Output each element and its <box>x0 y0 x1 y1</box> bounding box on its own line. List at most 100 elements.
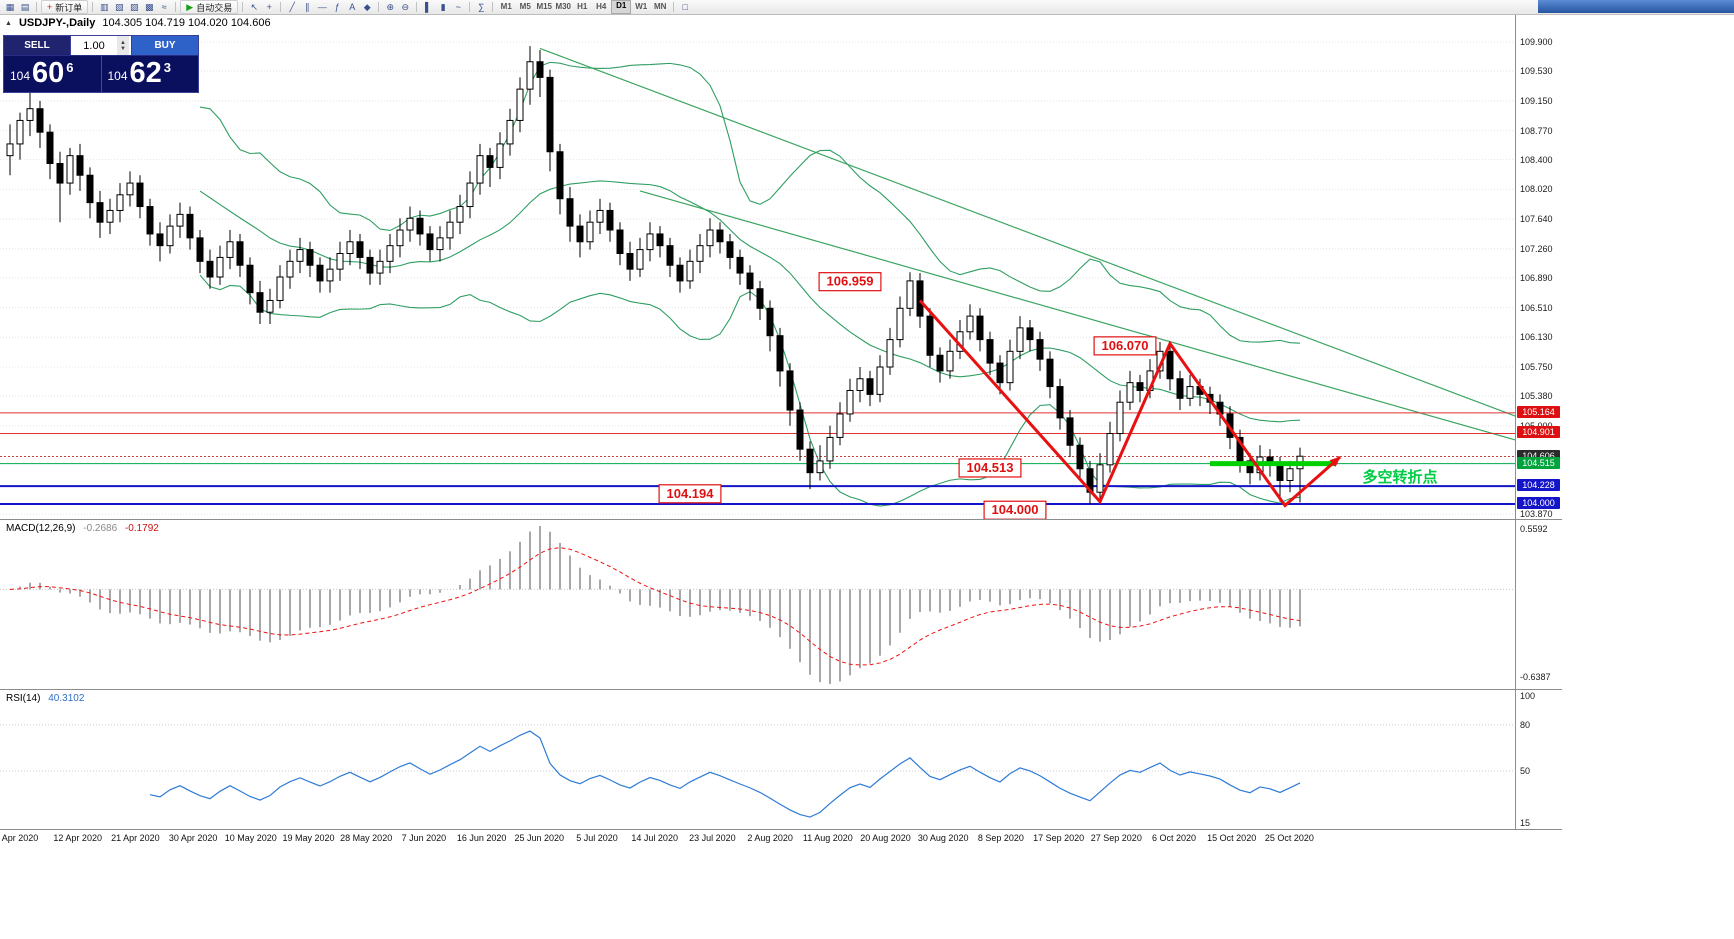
zoom-out-icon[interactable]: ⊖ <box>401 1 409 12</box>
buy-price[interactable]: 104 62 3 <box>100 56 199 92</box>
toolbar-separator <box>36 2 37 12</box>
market-watch-icon[interactable]: ▥ <box>100 1 109 12</box>
sell-price-pipette: 6 <box>66 60 74 75</box>
price-axis-label: 105.000 <box>1520 421 1553 431</box>
svg-text:106.070: 106.070 <box>1102 338 1149 353</box>
timeframe-M15[interactable]: M15 <box>536 2 552 11</box>
toolbar-separator <box>175 2 177 12</box>
channel-icon[interactable]: ∥ <box>304 1 310 12</box>
levels <box>0 412 1515 505</box>
price-axis-label: 107.640 <box>1520 214 1553 225</box>
window-accent <box>1538 0 1734 13</box>
grid <box>0 41 1515 515</box>
symbol-ohlc: 104.305 104.719 104.020 104.606 <box>102 17 271 29</box>
indicators-icon[interactable]: ∑ <box>478 2 485 12</box>
rsi-label: RSI(14) 40.3102 <box>6 693 84 704</box>
rsi-level-lines <box>0 724 1515 772</box>
new-chart-icon[interactable]: ▦ <box>5 1 15 12</box>
symbol-title: ▲ USDJPY-,Daily 104.305 104.719 104.020 … <box>5 17 271 29</box>
macd-value-main: -0.2686 <box>83 523 118 534</box>
candles <box>6 46 1304 504</box>
new-order-button[interactable]: + 新订单 <box>41 0 89 14</box>
rsi-axis[interactable]: 100 80 50 15 <box>1515 690 1562 830</box>
rsi-canvas[interactable] <box>0 690 1515 830</box>
svg-text:多空转折点: 多空转折点 <box>1362 468 1437 486</box>
volume-stepper: ▲ ▼ <box>117 36 129 55</box>
line-chart-icon[interactable]: ~ <box>455 2 461 12</box>
profiles-icon[interactable]: ▤ <box>20 1 30 12</box>
toolbar-separator <box>92 2 94 12</box>
buy-button[interactable]: BUY <box>132 36 198 55</box>
date-label: 11 Aug 2020 <box>802 833 853 843</box>
data-window-icon[interactable]: ▧ <box>115 1 124 12</box>
price-axis-label: 106.130 <box>1520 332 1553 343</box>
macd-signal-line <box>9 547 1301 666</box>
new-order-button-label: 新订单 <box>55 2 83 13</box>
cursor-icon[interactable]: ↖ <box>250 1 258 12</box>
bar-chart-icon[interactable]: ▌ <box>425 2 432 12</box>
buy-price-figure: 104 <box>107 69 128 83</box>
volume-down-icon[interactable]: ▼ <box>120 45 126 52</box>
tile-windows-icon[interactable]: □ <box>682 2 688 12</box>
text-label-icon[interactable]: A <box>349 2 356 12</box>
price-axis-label: 109.150 <box>1520 95 1553 106</box>
autotrading-button[interactable]: ▶ 自动交易 <box>180 0 239 14</box>
candlestick-chart-icon[interactable]: ▮ <box>440 1 446 12</box>
fibonacci-icon[interactable]: ƒ <box>334 2 340 12</box>
svg-text:104.000: 104.000 <box>992 502 1039 517</box>
macd-axis[interactable]: 0.5592 -0.6387 <box>1515 520 1562 690</box>
crosshair-icon[interactable]: + <box>266 2 272 12</box>
date-label: 20 Aug 2020 <box>860 833 911 843</box>
autotrading-button-label: 自动交易 <box>196 2 233 13</box>
symbol-name: USDJPY-,Daily <box>18 17 96 29</box>
timeframe-M5[interactable]: M5 <box>519 2 531 11</box>
date-label: 8 Sep 2020 <box>977 833 1024 843</box>
timeframe-D1[interactable]: D1 <box>611 0 632 14</box>
buy-price-pips: 62 <box>129 57 162 89</box>
toolbar-separator <box>469 2 471 12</box>
volume-input[interactable] <box>71 36 117 55</box>
toolbar-separator <box>280 2 282 12</box>
timeframe-H1[interactable]: H1 <box>577 2 588 11</box>
date-label: 27 Sep 2020 <box>1090 833 1142 843</box>
date-label: 14 Jul 2020 <box>631 833 678 843</box>
trendline-icon[interactable]: ╱ <box>289 1 295 12</box>
price-axis-label: 107.260 <box>1520 243 1553 254</box>
date-label: 30 Aug 2020 <box>917 833 969 843</box>
price-axis-label: 103.870 <box>1520 509 1553 520</box>
price-badge: 104.515 <box>1517 456 1560 469</box>
price-axis[interactable]: 109.900 109.530 109.150 108.770 108.400 108.0… <box>1515 14 1562 519</box>
date-axis[interactable]: Apr 2020 12 Apr 2020 21 Apr 2020 30 Apr 202… <box>0 829 1562 846</box>
shapes-icon[interactable]: ◆ <box>363 1 371 12</box>
collapse-arrow-icon[interactable]: ▲ <box>5 19 12 27</box>
terminal-icon[interactable]: ▩ <box>145 1 154 12</box>
horizontal-line-icon[interactable]: — <box>317 2 327 12</box>
rsi-axis-label: 80 <box>1520 719 1531 730</box>
timeframe-MN[interactable]: MN <box>653 2 667 11</box>
price-axis-label: 106.510 <box>1520 302 1553 313</box>
strategy-tester-icon[interactable]: ≈ <box>161 2 167 12</box>
price-badge: 105.164 <box>1517 405 1560 418</box>
price-axis-label: 105.750 <box>1520 361 1553 372</box>
timeframe-H4[interactable]: H4 <box>596 2 607 11</box>
timeframe-M30[interactable]: M30 <box>555 2 571 11</box>
sell-price[interactable]: 104 60 6 <box>4 56 101 92</box>
timeframe-M1[interactable]: M1 <box>500 2 512 11</box>
zoom-in-icon[interactable]: ⊕ <box>386 1 394 12</box>
volume-up-icon[interactable]: ▲ <box>120 39 126 46</box>
price-axis-label: 108.400 <box>1520 154 1553 165</box>
macd-canvas[interactable] <box>0 520 1515 690</box>
rsi-axis-label: 100 <box>1520 691 1536 701</box>
main-chart-canvas[interactable]: 106.959 106.070 104.513 104.194 104.000 多空转折点 <box>0 14 1521 520</box>
navigator-icon[interactable]: ▨ <box>130 1 139 12</box>
date-label: 10 May 2020 <box>224 833 277 843</box>
macd-panel: 0.5592 -0.6387 MACD(12,26,9) -0.2686 -0.1… <box>0 519 1562 690</box>
sell-button[interactable]: SELL <box>4 36 70 55</box>
svg-text:104.513: 104.513 <box>967 460 1014 475</box>
timeframe-W1[interactable]: W1 <box>635 2 648 11</box>
rsi-panel: 100 80 50 15 RSI(14) 40.3102 <box>0 689 1562 830</box>
date-label: 28 May 2020 <box>340 833 393 843</box>
date-label: 16 Jun 2020 <box>456 833 507 843</box>
price-axis-label: 108.770 <box>1520 125 1553 136</box>
date-label: 30 Apr 2020 <box>168 833 218 843</box>
